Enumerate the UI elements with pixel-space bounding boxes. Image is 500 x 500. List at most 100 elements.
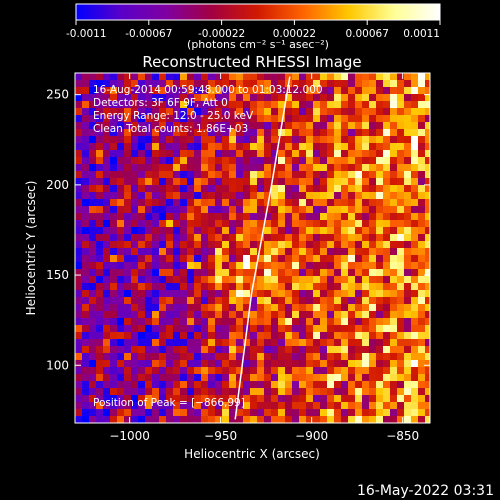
heatmap-cell [278, 297, 286, 305]
heatmap-cell [320, 213, 328, 221]
heatmap-cell [75, 304, 83, 312]
heatmap-cell [96, 402, 104, 410]
heatmap-cell [236, 143, 244, 151]
heatmap-cell [411, 178, 419, 186]
heatmap-cell [236, 241, 244, 249]
heatmap-cell [397, 171, 405, 179]
heatmap-cell [215, 269, 223, 277]
heatmap-cell [411, 402, 419, 410]
heatmap-cell [166, 171, 174, 179]
heatmap-cell [264, 87, 272, 95]
heatmap-cell [390, 360, 398, 368]
heatmap-cell [355, 283, 363, 291]
heatmap-cell [103, 325, 111, 333]
heatmap-cell [320, 227, 328, 235]
heatmap-cell [327, 346, 335, 354]
heatmap-cell [306, 150, 314, 158]
heatmap-cell [278, 262, 286, 270]
heatmap-cell [159, 339, 167, 347]
heatmap-cell [75, 101, 83, 109]
heatmap-cell [243, 290, 251, 298]
heatmap-cell [243, 395, 251, 403]
heatmap-cell [292, 388, 300, 396]
colorbar [75, 3, 441, 21]
heatmap-cell [124, 150, 132, 158]
heatmap-cell [390, 304, 398, 312]
heatmap-cell [82, 220, 90, 228]
heatmap-cell [292, 108, 300, 116]
heatmap-cell [278, 199, 286, 207]
heatmap-cell [243, 339, 251, 347]
heatmap-cell [376, 192, 384, 200]
heatmap-cell [292, 80, 300, 88]
heatmap-cell [152, 164, 160, 172]
heatmap-cell [166, 129, 174, 137]
heatmap-cell [369, 241, 377, 249]
heatmap-cell [271, 395, 279, 403]
heatmap-cell [152, 395, 160, 403]
heatmap-cell [397, 416, 405, 423]
heatmap-cell [222, 129, 230, 137]
plot-frame [74, 72, 431, 424]
heatmap-cell [271, 150, 279, 158]
heatmap-cell [313, 332, 321, 340]
heatmap-cell [362, 164, 370, 172]
heatmap-cell [299, 213, 307, 221]
heatmap-cell [236, 395, 244, 403]
heatmap-cell [397, 367, 405, 375]
heatmap-cell [103, 388, 111, 396]
heatmap-cell [390, 409, 398, 417]
heatmap-cell [82, 234, 90, 242]
heatmap-cell [383, 220, 391, 228]
heatmap-cell [236, 164, 244, 172]
heatmap-cell [187, 269, 195, 277]
heatmap-cell [152, 157, 160, 165]
heatmap-cell [166, 115, 174, 123]
heatmap-cell [173, 332, 181, 340]
heatmap-cell [187, 297, 195, 305]
heatmap-cell [418, 339, 426, 347]
heatmap-cell [89, 115, 97, 123]
heatmap-cell [411, 227, 419, 235]
heatmap-cell [208, 255, 216, 263]
heatmap-cell [250, 346, 258, 354]
heatmap-cell [348, 388, 356, 396]
heatmap-cell [362, 304, 370, 312]
heatmap-cell [82, 297, 90, 305]
heatmap-cell [341, 94, 349, 102]
heatmap-cell [159, 318, 167, 326]
heatmap-cell [103, 353, 111, 361]
heatmap-cell [159, 262, 167, 270]
heatmap-cell [124, 101, 132, 109]
heatmap-cell [278, 192, 286, 200]
heatmap-cell [236, 185, 244, 193]
heatmap-cell [145, 332, 153, 340]
heatmap-cell [131, 416, 139, 423]
heatmap-cell [89, 353, 97, 361]
heatmap-cell [425, 346, 430, 354]
heatmap-cell [75, 360, 83, 368]
heatmap-cell [145, 129, 153, 137]
heatmap-cell [306, 220, 314, 228]
heatmap-cell [103, 164, 111, 172]
heatmap-cell [334, 346, 342, 354]
heatmap-cell [82, 318, 90, 326]
annotation-clean: Clean Total counts: 1.86E+03 [93, 123, 248, 135]
heatmap-cell [362, 402, 370, 410]
heatmap-cell [222, 87, 230, 95]
heatmap-cell [278, 360, 286, 368]
heatmap-cell [397, 374, 405, 382]
heatmap-cell [166, 290, 174, 298]
heatmap-cell [369, 353, 377, 361]
heatmap-cell [355, 220, 363, 228]
heatmap-cell [355, 122, 363, 130]
x-tick-label: −950 [204, 429, 237, 443]
heatmap-cell [257, 388, 265, 396]
heatmap-cell [96, 241, 104, 249]
heatmap-cell [404, 122, 412, 130]
heatmap-cell [341, 276, 349, 284]
heatmap-cell [201, 227, 209, 235]
heatmap-cell [208, 248, 216, 256]
heatmap-cell [292, 381, 300, 389]
heatmap-cell [320, 150, 328, 158]
